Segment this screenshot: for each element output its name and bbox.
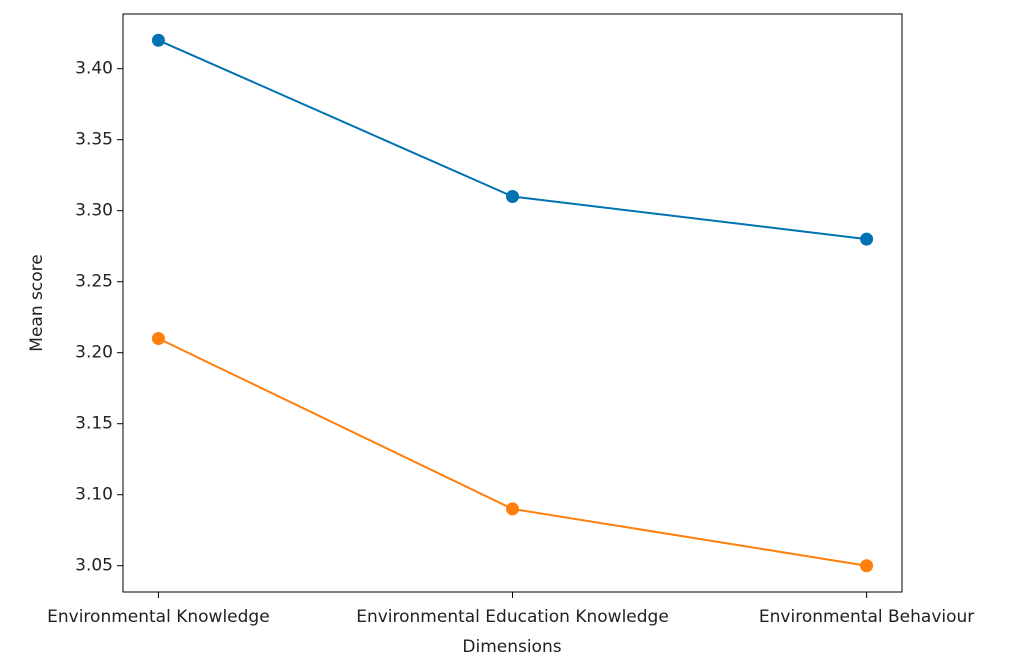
point (860, 232, 874, 246)
x-tick-label: Environmental Education Knowledge (356, 607, 669, 627)
x-axis-label: Dimensions (462, 637, 561, 657)
series-line (158, 39, 867, 241)
point (860, 559, 874, 573)
y-tick-label: 3.10 (75, 485, 113, 505)
y-axis-label: Mean score (27, 254, 47, 351)
y-tick-label: 3.40 (75, 59, 113, 79)
y-tick-label: 3.35 (75, 130, 113, 150)
y-tick-label: 3.15 (75, 414, 113, 434)
point (506, 189, 519, 203)
series-line (157, 337, 867, 567)
x-tick-label: Environmental Behaviour (759, 607, 974, 627)
point (151, 33, 165, 47)
point (506, 502, 519, 516)
y-tick-label: 3.05 (75, 556, 113, 576)
y-tick-label: 3.25 (75, 272, 113, 292)
x-tick-label: Environmental Knowledge (47, 607, 270, 627)
point (151, 332, 165, 346)
y-tick-label: 3.30 (75, 201, 113, 221)
y-tick-label: 3.20 (75, 343, 113, 363)
